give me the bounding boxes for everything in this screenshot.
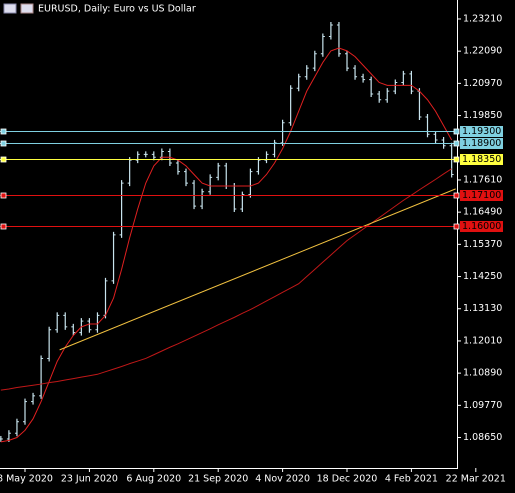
- price-bar: [200, 188, 205, 210]
- price-bar: [353, 65, 358, 80]
- y-tick-label: 1.22090: [463, 46, 502, 57]
- price-bar: [320, 33, 325, 57]
- level-label-box: [460, 138, 503, 149]
- y-tick-label: 1.16490: [463, 207, 502, 218]
- plot-area: [0, 22, 456, 443]
- level-label-box: [460, 190, 503, 201]
- price-bar: [361, 73, 366, 83]
- price-bar: [312, 50, 317, 72]
- level-anchor: [0, 192, 7, 199]
- price-bar: [401, 70, 406, 86]
- price-bar: [441, 136, 446, 149]
- price-bar: [192, 180, 197, 210]
- price-bar: [425, 114, 430, 138]
- price-bar: [0, 435, 3, 442]
- y-tick-label: 1.12010: [463, 335, 502, 346]
- x-tick-label: 6 Aug 2020: [126, 474, 181, 485]
- y-tick-label: 1.19850: [463, 110, 502, 121]
- level-label: 1.16000: [462, 221, 501, 232]
- price-bar: [55, 312, 60, 333]
- price-bar: [208, 174, 213, 195]
- x-tick-label: 8 May 2020: [0, 474, 53, 485]
- price-bar: [409, 70, 414, 95]
- price-bar: [143, 151, 148, 158]
- y-tick-label: 1.15370: [463, 239, 502, 250]
- x-tick-label: 21 Sep 2020: [188, 474, 248, 485]
- price-bar: [47, 326, 52, 362]
- level-label-box: [460, 154, 503, 165]
- level-anchor: [453, 140, 460, 147]
- level-anchor: [453, 128, 460, 135]
- flag-eu: [3, 3, 17, 14]
- x-tick-label: 23 Jun 2020: [61, 474, 118, 485]
- price-bar: [216, 162, 221, 181]
- moving-average: [0, 47, 453, 443]
- y-tick-label: 1.23210: [463, 13, 502, 24]
- symbol-icon: [3, 3, 34, 14]
- trendline: [59, 188, 456, 351]
- level-anchor: [0, 156, 7, 163]
- level-label-box: [460, 126, 503, 137]
- price-bar: [87, 318, 92, 333]
- price-bar: [14, 418, 19, 437]
- level-anchor: [0, 128, 7, 135]
- level-label: 1.18350: [462, 154, 501, 165]
- level-label: 1.17100: [462, 190, 501, 201]
- y-tick-label: 1.09770: [463, 400, 502, 411]
- x-tick-label: 18 Dec 2020: [317, 474, 378, 485]
- level-anchor: [453, 192, 460, 199]
- price-bar: [23, 398, 27, 425]
- price-bar: [135, 151, 140, 164]
- price-bar: [127, 157, 132, 187]
- price-bar: [39, 355, 44, 399]
- price-bar: [449, 142, 454, 178]
- price-bar: [304, 65, 309, 80]
- y-tick-label: 1.13130: [463, 303, 502, 314]
- price-bar: [184, 168, 188, 187]
- price-bar: [264, 151, 269, 164]
- price-bar: [272, 139, 277, 158]
- price-bar: [175, 159, 180, 175]
- price-bar: [63, 312, 68, 330]
- level-label-box: [460, 221, 503, 232]
- price-bar: [95, 312, 100, 333]
- x-tick-label: 22 Mar 2021: [446, 474, 506, 485]
- level-anchor: [453, 223, 460, 230]
- price-bar: [433, 131, 438, 143]
- y-tick-label: 1.14250: [463, 271, 502, 282]
- flag-us: [20, 3, 34, 14]
- y-tick-label: 1.10890: [463, 368, 502, 379]
- price-bar: [328, 22, 333, 40]
- level-anchor: [0, 223, 7, 230]
- price-bar: [345, 50, 349, 72]
- price-bar: [119, 180, 124, 238]
- price-bar: [393, 79, 398, 95]
- price-bar: [369, 76, 374, 98]
- price-bar: [256, 157, 261, 175]
- price-bar: [111, 231, 116, 284]
- price-bar: [31, 392, 36, 405]
- price-bar: [336, 22, 341, 57]
- level-anchor: [0, 140, 7, 147]
- level-anchor: [453, 156, 460, 163]
- level-label: 1.18900: [462, 138, 501, 149]
- y-tick-label: 1.17610: [463, 174, 502, 185]
- price-bar: [377, 91, 382, 103]
- x-tick-label: 4 Nov 2020: [255, 474, 310, 485]
- y-tick-label: 1.08650: [463, 432, 502, 443]
- price-bar: [151, 151, 156, 161]
- price-bar: [280, 119, 285, 146]
- level-label: 1.19300: [462, 126, 501, 137]
- moving-average: [0, 168, 452, 391]
- x-tick-label: 4 Feb 2021: [385, 474, 438, 485]
- y-tick-label: 1.20970: [463, 78, 502, 89]
- price-bar: [385, 88, 390, 103]
- chart-title: EURUSD, Daily: Euro vs US Dollar: [38, 4, 196, 15]
- price-bar: [248, 168, 253, 198]
- price-bar: [296, 73, 301, 92]
- price-bar: [71, 323, 76, 336]
- price-bar: [288, 85, 293, 126]
